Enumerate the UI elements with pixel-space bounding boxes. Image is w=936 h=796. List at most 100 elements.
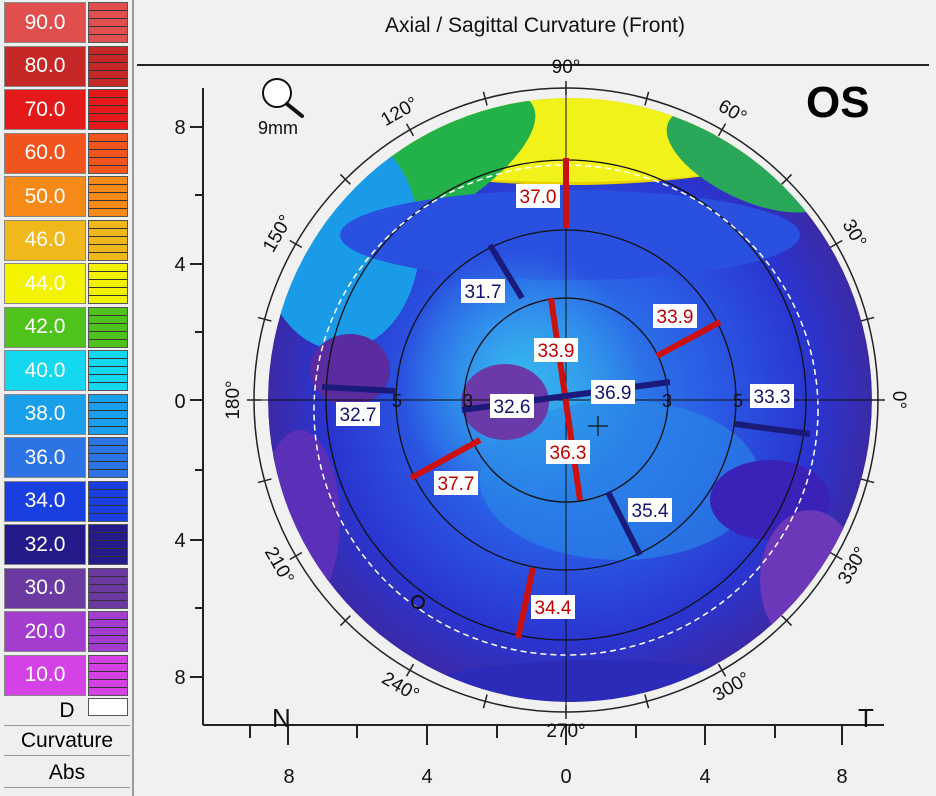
legend-value: 30.0 xyxy=(4,567,86,609)
legend-value: 44.0 xyxy=(4,263,86,304)
legend-swatch xyxy=(88,45,128,87)
angle-tick xyxy=(339,173,351,185)
flat-meridian-value: 31.7 xyxy=(465,282,502,303)
angle-label: 270° xyxy=(546,721,585,742)
value-label-bg xyxy=(750,384,794,408)
legend-value: 70.0 xyxy=(4,89,86,130)
meridian-bar xyxy=(409,437,482,481)
legend-unit: D xyxy=(4,696,130,726)
value-label-bg xyxy=(531,595,575,619)
steep-meridian-value: 33.9 xyxy=(657,307,694,328)
angle-tick xyxy=(339,615,351,627)
flat-meridian-value: 32.6 xyxy=(494,397,531,418)
value-label-bg xyxy=(434,471,478,495)
meridian-bar xyxy=(487,243,525,300)
flat-meridian-value: 32.7 xyxy=(340,405,377,426)
legend-swatch xyxy=(88,698,128,716)
x-tick-label: 0 xyxy=(560,766,571,788)
legend-value: 40.0 xyxy=(4,350,86,391)
legend-value: 38.0 xyxy=(4,393,86,435)
y-tick-label: 8 xyxy=(174,117,185,139)
legend-value: 34.0 xyxy=(4,480,86,522)
angle-tick xyxy=(781,615,793,627)
nasal-label: N xyxy=(272,703,291,733)
legend-swatch xyxy=(88,611,128,652)
angle-label: 30° xyxy=(838,216,871,251)
legend-swatch xyxy=(88,176,128,217)
steep-meridian-value: 34.4 xyxy=(535,598,572,619)
angle-label: 0° xyxy=(888,391,909,409)
eye-label: OS xyxy=(806,78,870,127)
angle-tick xyxy=(257,316,272,322)
angle-tick xyxy=(781,173,793,185)
legend-swatch xyxy=(88,2,128,43)
legend-swatch xyxy=(88,524,128,565)
angle-tick xyxy=(860,478,875,484)
angle-tick xyxy=(289,239,303,249)
x-tick-label: 8 xyxy=(283,766,294,788)
angle-tick xyxy=(717,663,727,677)
marker-circle xyxy=(411,595,425,609)
flat-meridian-value: 36.9 xyxy=(595,383,632,404)
angle-tick xyxy=(644,694,650,709)
ring-label: 5 xyxy=(392,391,402,411)
angle-tick xyxy=(829,239,843,249)
plot-frame xyxy=(190,88,884,745)
y-tick-label: 4 xyxy=(174,530,185,552)
value-label-bg xyxy=(516,184,560,208)
legend-value: 32.0 xyxy=(4,524,86,565)
steep-meridian-value: 33.9 xyxy=(538,341,575,362)
meridian-bar xyxy=(734,421,811,437)
pupil-center-marker xyxy=(588,416,608,436)
legend-swatch xyxy=(88,263,128,304)
meridian-bar xyxy=(515,567,536,639)
legend-swatch xyxy=(88,132,128,174)
title-divider xyxy=(137,64,929,66)
meridian-value-labels: 37.0 33.9 33.9 36.3 37.7 34.4 31.7 32.6 36.9 33.3… xyxy=(336,184,794,619)
legend-value: 42.0 xyxy=(4,306,86,348)
angle-tick xyxy=(405,123,415,137)
angle-tick xyxy=(257,478,272,484)
legend-value: 60.0 xyxy=(4,132,86,174)
meridian-bars xyxy=(321,158,811,639)
flat-meridian-value: 33.3 xyxy=(754,387,791,408)
legend-swatch xyxy=(88,567,128,609)
x-tick-label: 4 xyxy=(699,766,710,788)
value-label-bg xyxy=(490,394,534,418)
legend-mode: Curvature xyxy=(4,726,130,756)
legend-value: 90.0 xyxy=(4,2,86,43)
legend-swatch xyxy=(88,350,128,391)
legend-swatch xyxy=(88,393,128,435)
angle-tick xyxy=(289,551,303,561)
zoom-label: 9mm xyxy=(258,118,298,138)
ring-label: 3 xyxy=(662,391,672,411)
angle-tick xyxy=(829,551,843,561)
angle-label: 180° xyxy=(223,380,244,419)
legend-swatch xyxy=(88,219,128,261)
angle-tick xyxy=(717,123,727,137)
value-label-bg xyxy=(534,338,578,362)
legend-value: 36.0 xyxy=(4,437,86,478)
angle-tick xyxy=(860,316,875,322)
angle-label: 120° xyxy=(377,93,422,131)
meridian-bar xyxy=(655,319,722,359)
value-label-bg xyxy=(546,440,590,464)
legend-swatch xyxy=(88,306,128,348)
legend-swatch xyxy=(88,480,128,522)
magnifier-icon[interactable] xyxy=(258,76,308,120)
steep-meridian-value: 37.0 xyxy=(520,187,557,208)
x-tick-label: 4 xyxy=(421,766,432,788)
legend-scale: Abs xyxy=(4,758,130,788)
temporal-label: T xyxy=(858,703,874,733)
value-label-bg xyxy=(628,498,672,522)
legend-value: 80.0 xyxy=(4,45,86,87)
value-label-bg xyxy=(591,380,635,404)
angle-tick xyxy=(482,694,488,709)
legend-value: 46.0 xyxy=(4,219,86,261)
legend-swatch xyxy=(88,654,128,696)
steep-meridian-value: 36.3 xyxy=(550,443,587,464)
map-title: Axial / Sagittal Curvature (Front) xyxy=(385,14,685,37)
legend-swatch xyxy=(88,89,128,130)
angle-tick xyxy=(405,663,415,677)
